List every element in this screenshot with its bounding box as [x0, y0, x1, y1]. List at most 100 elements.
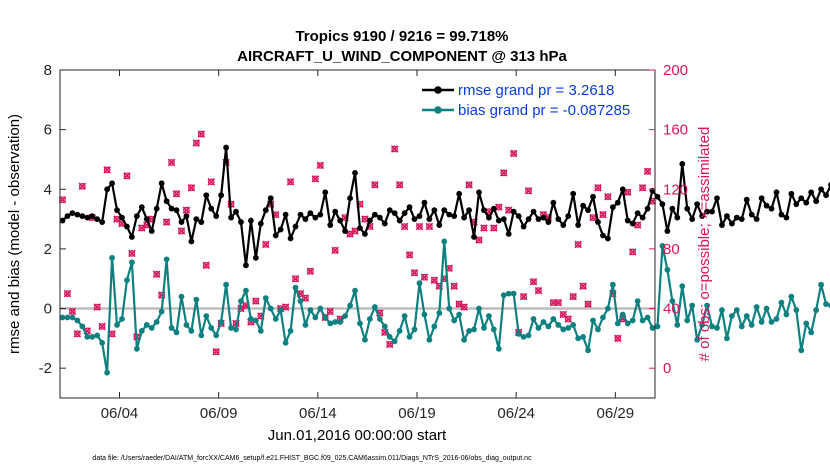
rmse-point	[515, 213, 522, 220]
obs-assimilated-marker	[68, 307, 77, 316]
obs-possible-marker	[589, 214, 597, 221]
obs-possible-marker	[262, 241, 270, 248]
obs-assimilated-marker	[604, 192, 612, 201]
bias-point	[104, 369, 111, 376]
bias-point	[733, 307, 740, 313]
bias-point	[500, 292, 507, 299]
obs-possible-marker	[64, 290, 71, 297]
obs-count-point	[584, 300, 592, 308]
bias-point	[426, 336, 433, 343]
obs-count-point	[73, 330, 82, 338]
bias-point	[366, 316, 373, 322]
rmse-point	[124, 223, 130, 230]
obs-assimilated-marker	[395, 181, 404, 189]
bias-point	[272, 316, 279, 322]
rmse-point	[748, 211, 755, 218]
obs-assimilated-marker	[128, 249, 136, 258]
rmse-point	[723, 213, 730, 220]
bias-point	[575, 335, 582, 342]
bias-point	[743, 313, 750, 319]
bias-point	[193, 296, 200, 303]
obs-assimilated-marker	[490, 224, 498, 232]
obs-assimilated-marker	[197, 130, 206, 138]
obs-assimilated-marker	[326, 307, 334, 316]
rmse-point	[580, 202, 587, 209]
rmse-point	[535, 216, 542, 222]
rmse-point	[505, 231, 512, 237]
rmse-point	[262, 207, 269, 214]
obs-possible-marker	[416, 223, 423, 230]
rmse-point	[659, 201, 666, 208]
obs-count-point	[519, 292, 528, 301]
obs-count-point	[410, 268, 419, 277]
rmse-point	[783, 214, 790, 221]
rmse-point	[619, 186, 626, 193]
obs-possible-marker	[569, 293, 577, 300]
obs-assimilated-marker	[252, 297, 260, 305]
obs-assimilated-marker	[584, 300, 592, 308]
bias-point	[664, 266, 671, 273]
bias-point	[243, 287, 249, 294]
rmse-point	[471, 234, 477, 240]
rmse-point	[704, 208, 710, 215]
obs-count-point	[524, 186, 533, 195]
bias-point	[223, 281, 230, 288]
obs-possible-marker	[168, 159, 175, 166]
rmse-point	[366, 217, 373, 224]
obs-count-point	[316, 161, 325, 170]
obs-assimilated-marker	[73, 330, 82, 338]
bias-point	[297, 298, 304, 304]
rmse-point	[575, 222, 582, 228]
obs-count-point	[98, 322, 106, 331]
bias-point	[133, 345, 140, 352]
rmse-point	[808, 189, 815, 196]
bias-point	[124, 277, 130, 284]
obs-assimilated-marker	[628, 248, 637, 256]
obs-assimilated-marker	[390, 145, 399, 153]
bias-point	[604, 305, 611, 312]
obs-assimilated-marker	[98, 322, 106, 331]
rmse-point	[629, 220, 636, 227]
bias-point	[143, 322, 150, 328]
rmse-point	[555, 216, 562, 222]
obs-count-point	[63, 289, 72, 298]
rmse-point	[803, 199, 810, 206]
rmse-point	[565, 213, 572, 220]
bias-point	[520, 333, 527, 340]
bias-point	[788, 293, 795, 300]
rmse-point	[753, 216, 760, 222]
bias-point	[535, 325, 542, 331]
bias-point	[178, 293, 185, 300]
obs-possible-marker	[193, 139, 200, 147]
bias-point	[322, 314, 329, 321]
obs-assimilated-marker	[430, 276, 439, 284]
rmse-point	[793, 201, 800, 208]
obs-assimilated-marker	[425, 222, 434, 231]
obs-possible-marker	[163, 218, 170, 226]
bias-point	[778, 299, 785, 306]
rmse-point	[520, 223, 527, 230]
obs-assimilated-marker	[529, 277, 538, 286]
obs-count-point	[500, 169, 508, 177]
bias-point	[555, 322, 562, 328]
obs-count-point	[529, 277, 538, 286]
bias-point	[639, 317, 646, 324]
obs-possible-marker	[183, 206, 190, 214]
obs-count-point	[291, 274, 300, 283]
rmse-point	[585, 207, 591, 214]
bias-point	[585, 347, 591, 354]
bias-point	[813, 307, 820, 313]
obs-count-point	[395, 181, 404, 189]
rmse-point	[654, 193, 661, 200]
obs-possible-marker	[307, 267, 314, 275]
rmse-point	[238, 219, 244, 225]
bias-point	[391, 338, 398, 345]
obs-count-point	[415, 222, 424, 231]
rmse-point	[733, 214, 740, 221]
obs-count-point	[475, 236, 483, 244]
obs-count-point	[306, 267, 315, 276]
obs-possible-marker	[197, 130, 205, 138]
y-tick-label: 2	[44, 241, 52, 258]
rmse-point	[773, 189, 780, 196]
bias-point	[684, 317, 691, 324]
